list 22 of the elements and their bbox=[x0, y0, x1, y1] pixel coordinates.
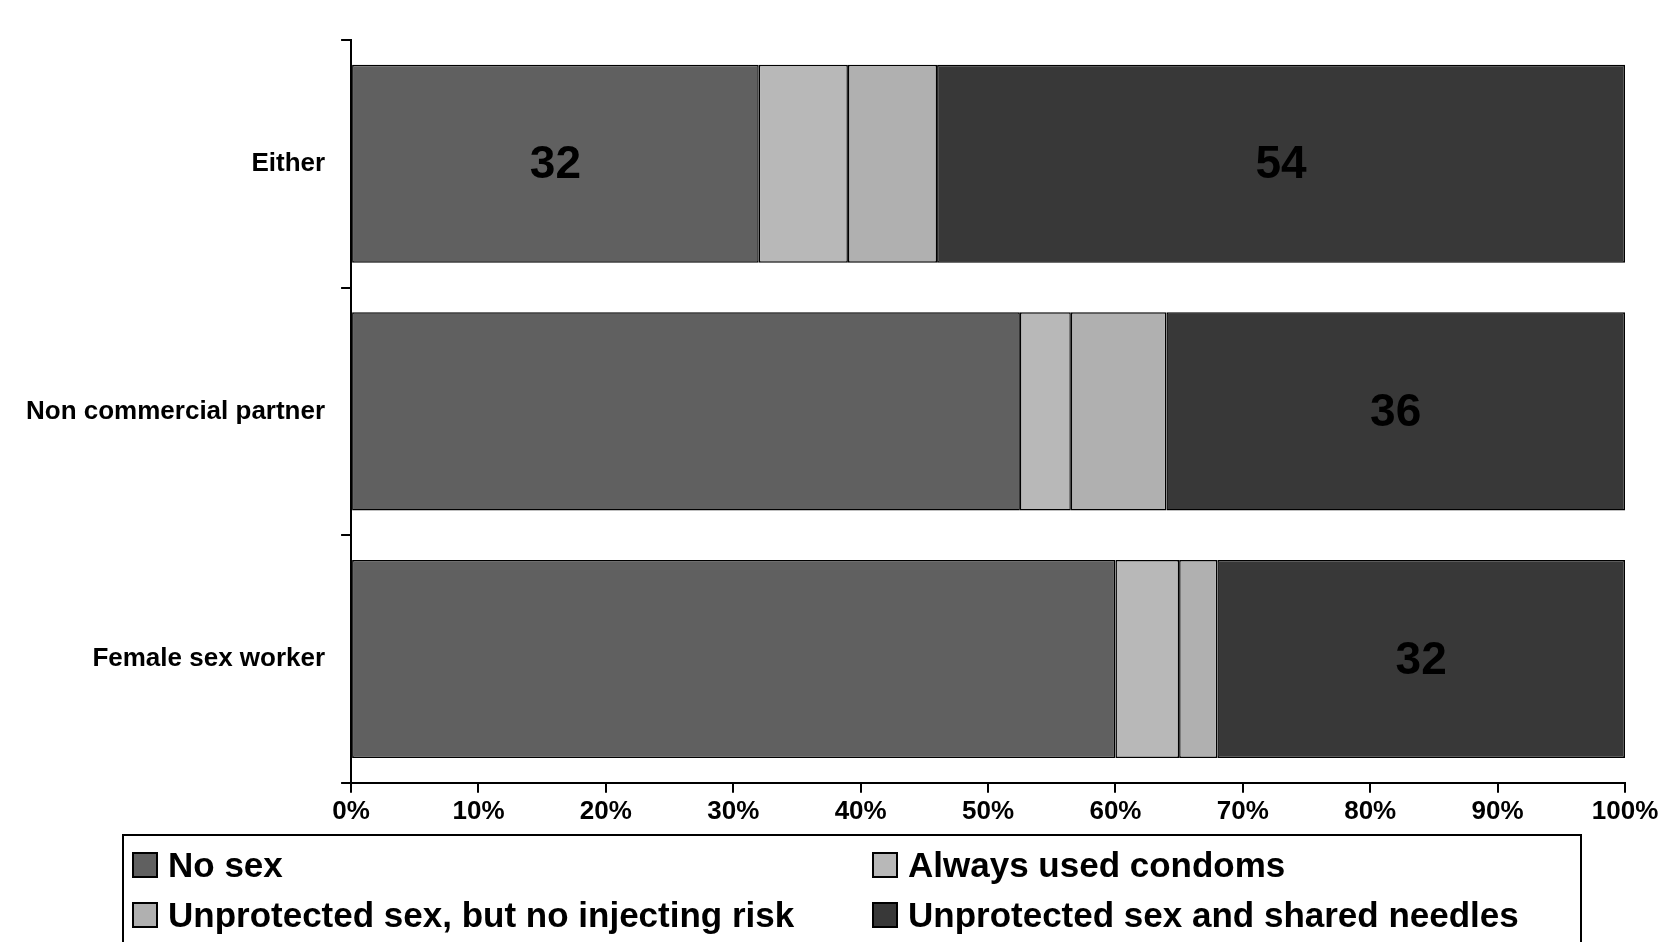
data-label: 36 bbox=[1370, 384, 1422, 437]
x-tick-label: 0% bbox=[332, 794, 370, 825]
x-tick-label: 40% bbox=[834, 794, 887, 825]
x-tick-label: 80% bbox=[1344, 794, 1397, 825]
x-tick-label: 20% bbox=[579, 794, 632, 825]
x-tick-label: 100% bbox=[1591, 794, 1659, 825]
x-tick-label: 60% bbox=[1089, 794, 1142, 825]
legend-label: Always used condoms bbox=[907, 844, 1287, 886]
legend-label: Unprotected sex, but no injecting risk bbox=[167, 894, 796, 936]
data-label: 32 bbox=[1395, 631, 1447, 684]
x-tick-label: 90% bbox=[1471, 794, 1524, 825]
data-label: 54 bbox=[1255, 136, 1308, 189]
data-label: 32 bbox=[529, 136, 581, 189]
x-tick-label: 30% bbox=[707, 794, 760, 825]
x-tick-label: 50% bbox=[962, 794, 1015, 825]
legend-label: Unprotected sex and shared needles bbox=[907, 894, 1520, 936]
y-tick-label: Non commercial partner bbox=[26, 394, 326, 425]
y-tick-label: Female sex worker bbox=[92, 642, 326, 673]
y-tick-label: Either bbox=[251, 146, 326, 177]
x-tick-label: 70% bbox=[1216, 794, 1269, 825]
legend-label: No sex bbox=[167, 844, 284, 886]
x-tick-label: 10% bbox=[452, 794, 505, 825]
